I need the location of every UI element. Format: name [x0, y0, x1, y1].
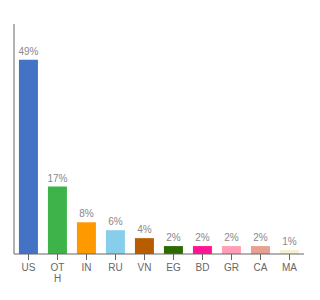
svg-text:4%: 4%	[137, 224, 152, 235]
svg-text:6%: 6%	[108, 216, 123, 227]
svg-text:8%: 8%	[79, 208, 94, 219]
svg-text:GR: GR	[224, 262, 239, 273]
svg-text:2%: 2%	[224, 232, 239, 243]
svg-text:2%: 2%	[166, 232, 181, 243]
svg-text:OTH: OTH	[51, 262, 65, 284]
svg-text:BD: BD	[196, 262, 210, 273]
svg-text:VN: VN	[138, 262, 152, 273]
svg-text:US: US	[22, 262, 36, 273]
svg-text:2%: 2%	[195, 232, 210, 243]
svg-text:CA: CA	[254, 262, 268, 273]
svg-text:EG: EG	[166, 262, 181, 273]
svg-text:2%: 2%	[253, 232, 268, 243]
svg-text:IN: IN	[82, 262, 92, 273]
svg-text:RU: RU	[108, 262, 122, 273]
svg-text:17%: 17%	[47, 173, 67, 184]
svg-text:1%: 1%	[282, 236, 297, 247]
svg-text:MA: MA	[282, 262, 297, 273]
svg-text:49%: 49%	[18, 46, 38, 57]
